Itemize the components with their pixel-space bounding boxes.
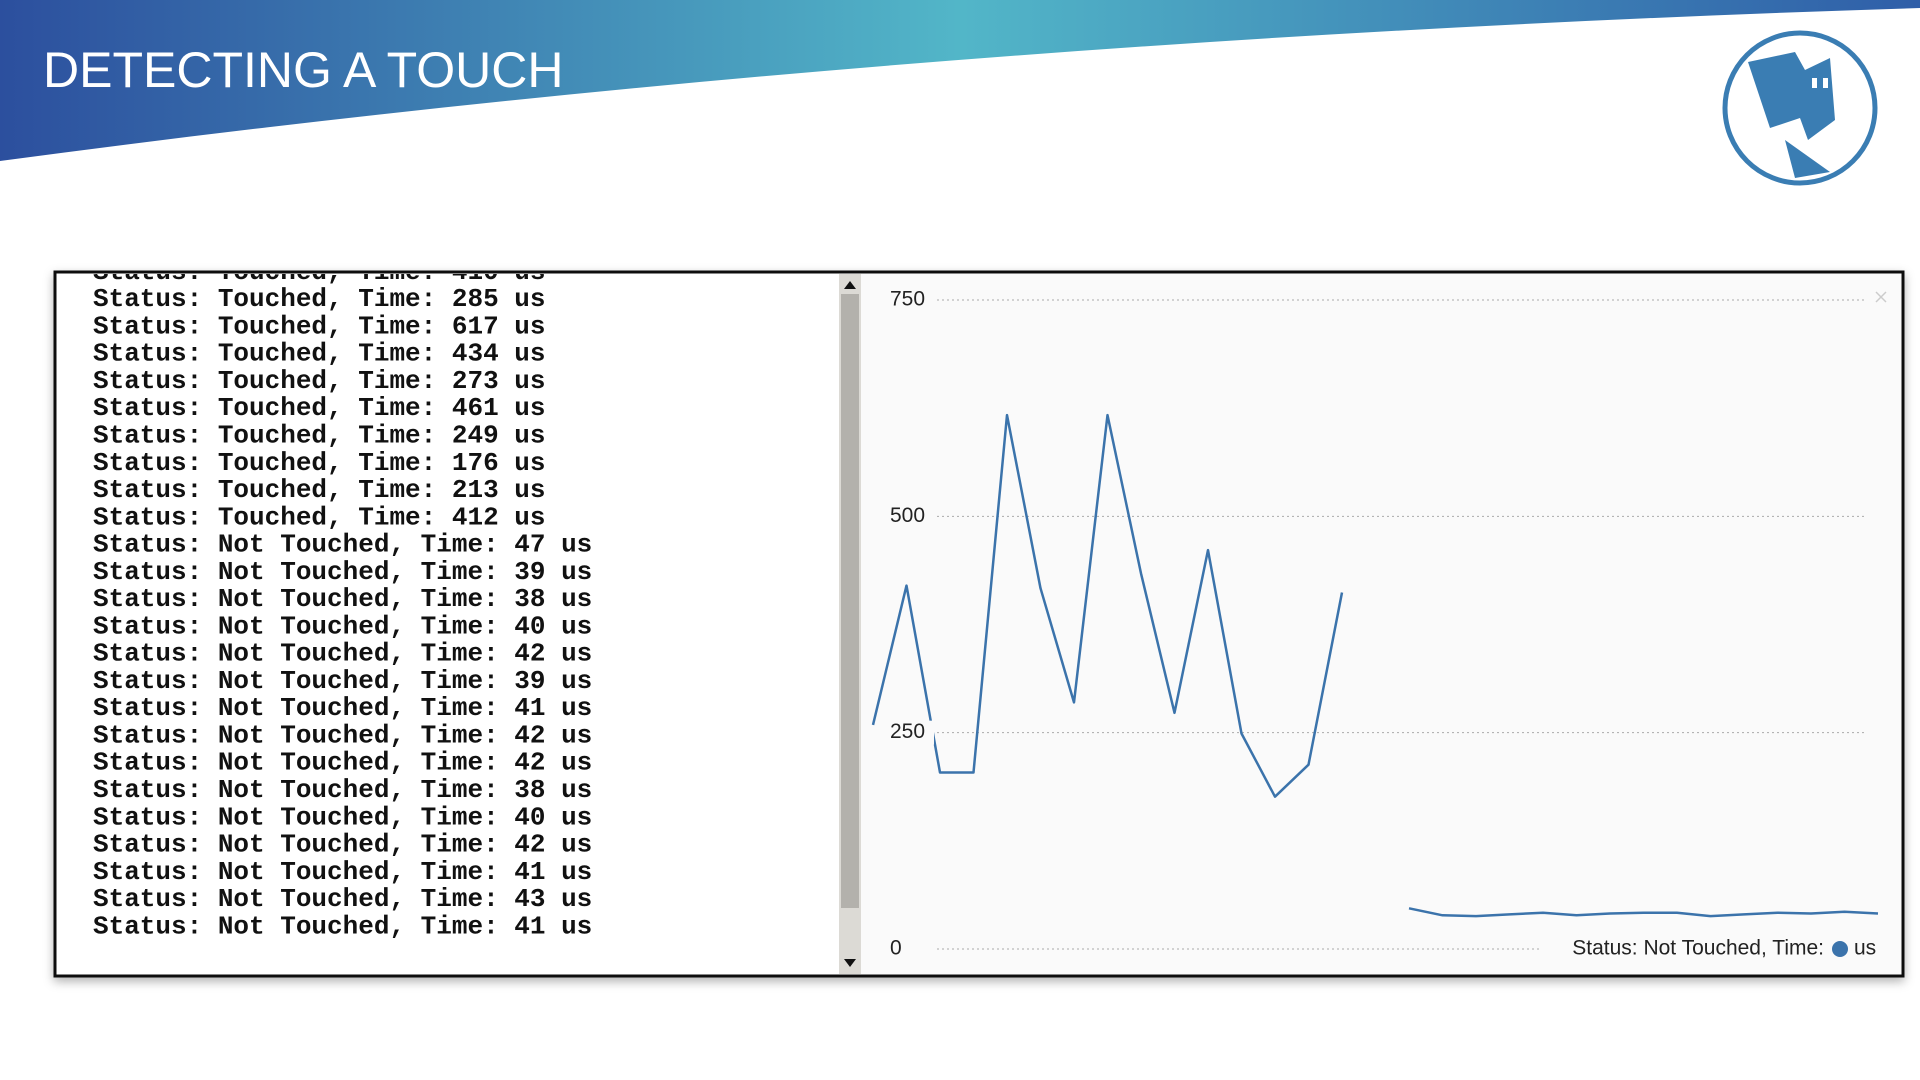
y-tick-label: 250 bbox=[890, 720, 925, 743]
logo bbox=[1722, 30, 1878, 186]
serial-line: Status: Not Touched, Time: 38 us bbox=[93, 775, 592, 805]
serial-line: Status: Touched, Time: 213 us bbox=[93, 475, 545, 505]
close-icon[interactable] bbox=[1875, 291, 1887, 303]
serial-line: Status: Not Touched, Time: 42 us bbox=[93, 639, 592, 669]
serial-line: Status: Not Touched, Time: 41 us bbox=[93, 857, 592, 887]
y-tick-label: 750 bbox=[890, 288, 925, 311]
serial-line: Status: Not Touched, Time: 40 us bbox=[93, 802, 592, 832]
tick-label-bg bbox=[884, 937, 934, 961]
serial-line: Status: Not Touched, Time: 38 us bbox=[93, 584, 592, 614]
scroll-up[interactable] bbox=[844, 281, 856, 289]
slide-title: DETECTING A TOUCH bbox=[43, 42, 563, 98]
tick-label-bg bbox=[884, 288, 934, 312]
serial-line: Status: Touched, Time: 285 us bbox=[93, 284, 545, 314]
y-tick-label: 500 bbox=[890, 504, 925, 527]
serial-line: Status: Not Touched, Time: 39 us bbox=[93, 557, 592, 587]
tick-label-bg bbox=[884, 504, 934, 529]
legend-swatch bbox=[1832, 941, 1848, 957]
legend-bg bbox=[1540, 936, 1880, 962]
scrollbar[interactable] bbox=[839, 274, 861, 974]
serial-line: Status: Not Touched, Time: 41 us bbox=[93, 911, 592, 941]
serial-line: Status: Touched, Time: 410 us bbox=[93, 257, 545, 287]
serial-line: Status: Touched, Time: 434 us bbox=[93, 339, 545, 369]
serial-line: Status: Touched, Time: 176 us bbox=[93, 448, 545, 478]
serial-line: Status: Touched, Time: 617 us bbox=[93, 311, 545, 341]
header-band bbox=[0, 0, 1920, 161]
scroll-down[interactable] bbox=[844, 959, 856, 967]
serial-line: Status: Not Touched, Time: 47 us bbox=[93, 530, 592, 560]
serial-line: Status: Touched, Time: 412 us bbox=[93, 502, 545, 532]
serial-line: Status: Not Touched, Time: 41 us bbox=[93, 693, 592, 723]
legend-prefix: Status: Not Touched, Time: bbox=[1572, 937, 1824, 960]
tick-label-bg bbox=[884, 720, 934, 745]
plot-area bbox=[861, 274, 1901, 974]
serial-line: Status: Not Touched, Time: 40 us bbox=[93, 611, 592, 641]
serial-plotter: 0 250 500 750 Status: Not Touched, Time: us bbox=[871, 288, 1880, 962]
serial-line: Status: Not Touched, Time: 42 us bbox=[93, 720, 592, 750]
serial-line: Status: Not Touched, Time: 42 us bbox=[93, 748, 592, 778]
y-tick-label: 0 bbox=[890, 937, 902, 960]
serial-line: Status: Touched, Time: 461 us bbox=[93, 393, 545, 423]
serial-line: Status: Touched, Time: 249 us bbox=[93, 420, 545, 450]
legend-label: us bbox=[1854, 937, 1876, 960]
serial-line: Status: Not Touched, Time: 39 us bbox=[93, 666, 592, 696]
serial-line: Status: Not Touched, Time: 42 us bbox=[93, 830, 592, 860]
data-line bbox=[871, 413, 1879, 918]
scroll-thumb[interactable] bbox=[841, 294, 859, 908]
serial-line: Status: Touched, Time: 273 us bbox=[93, 366, 545, 396]
serial-line: Status: Not Touched, Time: 43 us bbox=[93, 884, 592, 914]
